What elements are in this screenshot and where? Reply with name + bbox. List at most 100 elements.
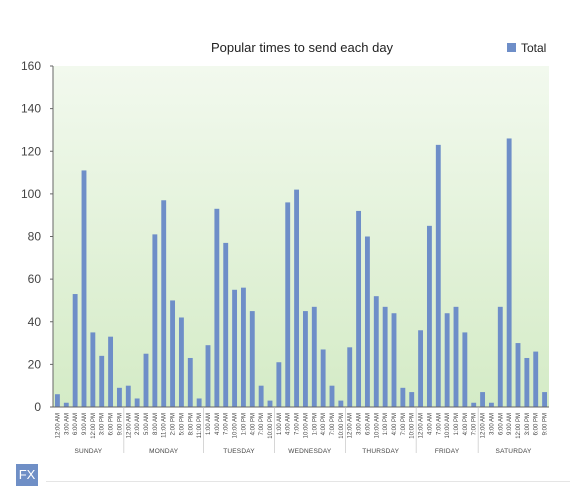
y-tick-label: 160 (21, 59, 41, 73)
bar[interactable] (72, 294, 78, 407)
x-tick-label: 6:00 AM (498, 413, 504, 435)
x-tick-label: 7:00 PM (259, 413, 265, 435)
bar[interactable] (515, 343, 521, 407)
bar[interactable] (471, 402, 477, 407)
bar[interactable] (382, 306, 388, 407)
bar[interactable] (63, 402, 69, 407)
bar[interactable] (320, 349, 326, 407)
bar[interactable] (108, 336, 114, 407)
fx-logo: FX (16, 464, 38, 486)
x-tick-label: 12:00 PM (516, 413, 522, 439)
bar[interactable] (462, 332, 468, 407)
plot-background (53, 66, 549, 407)
bar[interactable] (302, 311, 308, 407)
bar[interactable] (506, 138, 512, 407)
bar[interactable] (205, 345, 211, 407)
y-tick-label: 140 (21, 102, 41, 116)
x-tick-label: 5:00 PM (179, 413, 185, 435)
x-tick-label: 6:00 PM (534, 413, 540, 435)
bar[interactable] (542, 392, 548, 407)
bar[interactable] (400, 387, 406, 407)
x-tick-label: 9:00 AM (507, 413, 513, 435)
bar[interactable] (81, 170, 87, 407)
bar[interactable] (54, 394, 60, 407)
y-tick-label: 120 (21, 144, 41, 158)
bar[interactable] (161, 200, 167, 407)
chart-title: Popular times to send each day (211, 40, 394, 55)
bar[interactable] (223, 242, 229, 407)
bar[interactable] (480, 392, 486, 407)
bar[interactable] (267, 400, 273, 407)
x-tick-label: 4:00 AM (286, 413, 292, 435)
bar[interactable] (196, 398, 202, 407)
x-tick-label: 10:00 AM (445, 413, 451, 438)
x-tick-label: 1:00 PM (383, 413, 389, 435)
x-tick-label: 2:00 AM (135, 413, 141, 435)
bar[interactable] (232, 289, 238, 407)
bar[interactable] (311, 306, 317, 407)
x-tick-label: 4:00 PM (463, 413, 469, 435)
bar[interactable] (294, 189, 300, 407)
x-tick-label: 10:00 AM (374, 413, 380, 438)
bar[interactable] (143, 353, 149, 407)
bar[interactable] (99, 355, 105, 407)
x-tick-label: 7:00 PM (472, 413, 478, 435)
bar[interactable] (134, 398, 140, 407)
bar[interactable] (373, 296, 379, 407)
x-tick-label: 4:00 AM (427, 413, 433, 435)
y-axis: 0 20 40 60 80 100 120 140 160 (21, 59, 54, 414)
bar[interactable] (178, 317, 184, 407)
bar[interactable] (497, 306, 503, 407)
legend-label-total[interactable]: Total (521, 41, 546, 55)
x-tick-label: 3:00 PM (525, 413, 531, 435)
x-tick-label: 9:00 PM (117, 413, 123, 435)
bar[interactable] (356, 210, 362, 407)
x-tick-label: 3:00 AM (64, 413, 70, 435)
bar[interactable] (116, 387, 122, 407)
bar[interactable] (435, 144, 441, 408)
bar[interactable] (152, 234, 158, 407)
bar[interactable] (533, 351, 539, 407)
bar[interactable] (347, 347, 353, 407)
bar[interactable] (391, 313, 397, 407)
day-group-label: MONDAY (149, 448, 179, 455)
x-tick-label: 3:00 AM (357, 413, 363, 435)
bar[interactable] (524, 357, 530, 407)
x-tick-label: 1:00 AM (277, 413, 283, 435)
x-tick-label: 8:00 PM (188, 413, 194, 435)
x-tick-label: 12:00 AM (348, 413, 354, 438)
bar[interactable] (418, 330, 424, 407)
day-group-label: SUNDAY (75, 448, 103, 455)
bar[interactable] (240, 287, 246, 407)
x-tick-label: 11:00 AM (162, 413, 168, 438)
bar[interactable] (90, 332, 96, 407)
bar[interactable] (258, 385, 264, 407)
bar[interactable] (125, 385, 131, 407)
bar[interactable] (187, 357, 193, 407)
bar[interactable] (453, 306, 459, 407)
y-tick-label: 100 (21, 187, 41, 201)
day-group-label: TUESDAY (223, 448, 255, 455)
x-tick-label: 10:00 PM (268, 413, 274, 439)
x-tick-label: 6:00 AM (73, 413, 79, 435)
day-group-label: FRIDAY (435, 448, 460, 455)
bar[interactable] (444, 313, 450, 407)
bar[interactable] (409, 392, 415, 407)
x-tick-label: 4:00 AM (215, 413, 221, 435)
bar[interactable] (170, 300, 176, 407)
bar[interactable] (426, 225, 432, 407)
bar[interactable] (329, 385, 335, 407)
bar[interactable] (488, 402, 494, 407)
bar[interactable] (338, 400, 344, 407)
x-tick-label: 10:00 PM (339, 413, 345, 439)
footer-divider (46, 481, 570, 482)
bar[interactable] (285, 202, 291, 407)
bar[interactable] (276, 362, 282, 407)
bar[interactable] (364, 236, 370, 408)
x-tick-label: 7:00 PM (330, 413, 336, 435)
x-tick-label: 4:00 PM (250, 413, 256, 435)
bar[interactable] (214, 208, 220, 407)
bar[interactable] (249, 311, 255, 407)
x-tick-label: 12:00 AM (419, 413, 425, 438)
